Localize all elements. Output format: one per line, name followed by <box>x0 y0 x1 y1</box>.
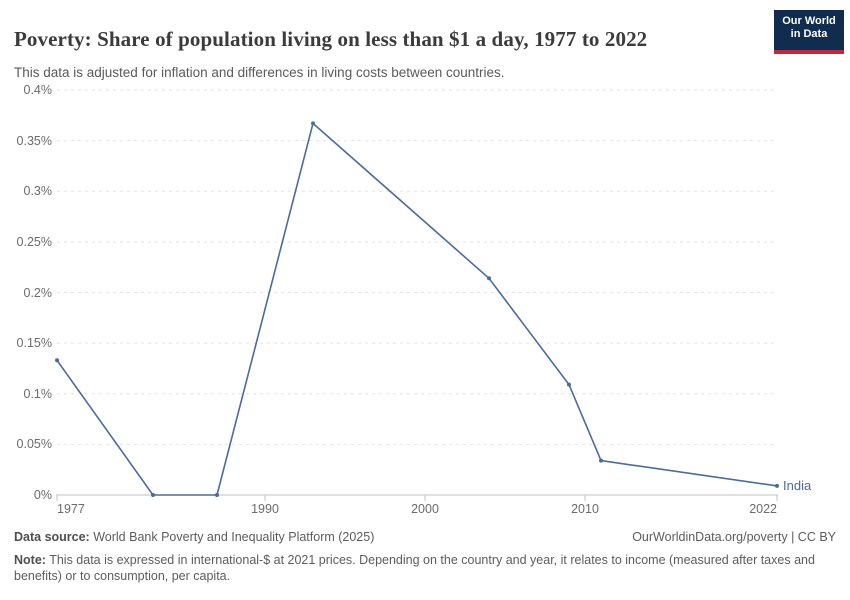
y-tick-label: 0.05% <box>16 437 52 452</box>
data-point <box>215 493 219 497</box>
x-tick-label: 2010 <box>571 502 599 516</box>
owid-logo-line2: in Data <box>790 28 828 40</box>
data-point <box>55 358 59 363</box>
y-tick-label: 0.15% <box>16 336 52 351</box>
note-label: Note: <box>14 553 46 567</box>
data-source-label: Data source: <box>14 530 90 544</box>
data-point <box>151 493 155 497</box>
page-title: Poverty: Share of population living on l… <box>14 27 648 52</box>
data-point <box>775 483 779 488</box>
y-tick-label: 0.4% <box>23 83 53 97</box>
y-tick-label: 0.35% <box>16 133 52 148</box>
x-tick-label: 1990 <box>251 502 279 516</box>
entity-label-india[interactable]: India <box>783 477 812 493</box>
owid-logo: Our World in Data <box>774 10 844 54</box>
y-tick-label: 0.25% <box>16 234 52 249</box>
note-text: This data is expressed in international-… <box>14 553 815 583</box>
data-point <box>311 121 315 126</box>
data-line-india <box>56 122 778 496</box>
y-tick-label: 0% <box>33 488 52 502</box>
data-source-line: Data source: World Bank Poverty and Ineq… <box>14 530 374 544</box>
attribution-link[interactable]: OurWorldinData.org/poverty | CC BY <box>632 530 836 544</box>
owid-logo-line1: Our World <box>782 15 836 27</box>
data-point <box>567 382 571 387</box>
x-tick-label: 2022 <box>749 502 777 516</box>
y-tick-label: 0.2% <box>23 285 53 300</box>
y-tick-label: 0.3% <box>23 184 53 199</box>
data-source-value: World Bank Poverty and Inequality Platfo… <box>93 530 375 544</box>
chart-subtitle: This data is adjusted for inflation and … <box>14 64 505 80</box>
data-point <box>487 276 491 281</box>
y-tick-label: 0.1% <box>23 386 53 401</box>
x-tick-label: 2000 <box>411 502 439 516</box>
chart-footer: Data source: World Bank Poverty and Ineq… <box>14 530 836 584</box>
x-tick-label: 1977 <box>57 502 85 516</box>
note-line: Note: This data is expressed in internat… <box>14 552 836 584</box>
data-point <box>599 458 603 463</box>
